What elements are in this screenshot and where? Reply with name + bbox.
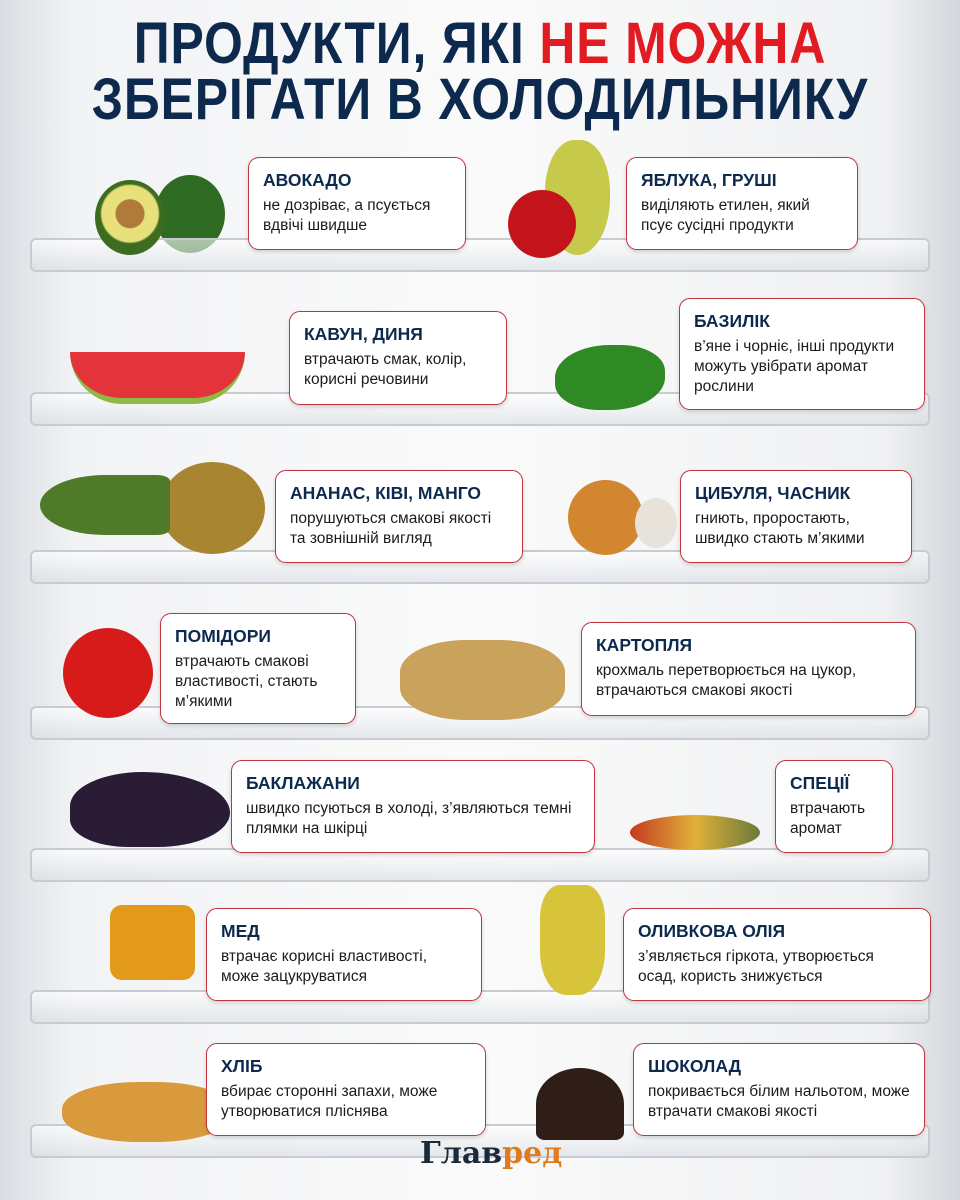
avocado-image	[95, 180, 165, 255]
card-chocolate: ШОКОЛАД покривається білим нальотом, може…	[633, 1043, 925, 1136]
eggplant-image	[70, 772, 230, 847]
card-honey: МЕД втрачає корисні властивості, може зац…	[206, 908, 482, 1001]
card-avocado: АВОКАДО не дозріває, а псується вдвічі шв…	[248, 157, 466, 250]
card-text: не дозріває, а псується вдвічі швидше	[263, 197, 431, 234]
glavred-logo: Главред	[420, 1136, 562, 1171]
card-title: БАКЛАЖАНИ	[246, 773, 360, 793]
card-watermelon-melon: КАВУН, ДИНЯ втрачають смак, колір, корисн…	[289, 311, 507, 405]
shelf	[30, 848, 930, 882]
watermelon-image	[70, 352, 245, 404]
apple-image	[508, 190, 576, 258]
card-title: КАРТОПЛЯ	[596, 635, 693, 655]
card-title: АВОКАДО	[263, 170, 352, 190]
page-title-line-2: ЗБЕРІГАТИ В ХОЛОДИЛЬНИКУ	[91, 67, 869, 132]
honey-jar-image	[110, 905, 195, 980]
card-text: втрачають смакові властивості, стають м’…	[175, 653, 318, 710]
chocolate-cake-image	[536, 1068, 624, 1140]
card-text: в’яне і чорніє, інші продукти можуть уві…	[694, 338, 895, 395]
card-potatoes: КАРТОПЛЯ крохмаль перетворюється на цукор…	[581, 622, 916, 716]
card-title: МЕД	[221, 921, 260, 941]
card-title: ОЛИВКОВА ОЛІЯ	[638, 921, 786, 941]
card-bread: ХЛІБ вбирає сторонні запахи, може утворюв…	[206, 1043, 486, 1136]
onion-image	[568, 480, 643, 555]
card-title: АНАНАС, КІВІ, МАНГО	[290, 483, 482, 503]
page-title-line-1: ПРОДУКТИ, ЯКІ НЕ МОЖНА	[67, 14, 893, 74]
card-text: вбирає сторонні запахи, може утворюватис…	[221, 1083, 438, 1120]
card-text: виділяють етилен, який псує сусідні прод…	[641, 197, 810, 234]
card-title: ЦИБУЛЯ, ЧАСНИК	[695, 483, 851, 503]
basil-image	[555, 345, 665, 410]
logo-part-1: Глав	[420, 1136, 503, 1171]
card-title: ХЛІБ	[221, 1056, 263, 1076]
card-text: порушуються смакові якості та зовнішній …	[290, 510, 492, 547]
tomato-image	[63, 628, 153, 718]
potatoes-image	[400, 640, 565, 720]
card-title: ШОКОЛАД	[648, 1056, 742, 1076]
card-tomatoes: ПОМІДОРИ втрачають смакові властивості, с…	[160, 613, 356, 724]
card-text: швидко псуються в холоді, з’являються те…	[246, 800, 572, 837]
card-title: ЯБЛУКА, ГРУШІ	[641, 170, 777, 190]
card-eggplants: БАКЛАЖАНИ швидко псуються в холоді, з’явл…	[231, 760, 595, 853]
card-title: БАЗИЛІК	[694, 311, 770, 331]
card-olive-oil: ОЛИВКОВА ОЛІЯ з’являється гіркота, утворю…	[623, 908, 931, 1001]
card-apples-pears: ЯБЛУКА, ГРУШІ виділяють етилен, який псує…	[626, 157, 858, 250]
card-onion-garlic: ЦИБУЛЯ, ЧАСНИК гниють, проростають, швидк…	[680, 470, 912, 563]
card-title: ПОМІДОРИ	[175, 626, 271, 646]
title-text: ПРОДУКТИ, ЯКІ	[133, 11, 540, 76]
card-basil: БАЗИЛІК в’яне і чорніє, інші продукти мож…	[679, 298, 925, 410]
pineapple-image	[160, 462, 265, 554]
pineapple-leaves-image	[40, 475, 170, 535]
olive-oil-bottle-image	[540, 885, 605, 995]
card-text: втрачають смак, колір, корисні речовини	[304, 351, 467, 388]
card-spices: СПЕЦІЇ втрачають аромат	[775, 760, 893, 853]
card-text: покривається білим нальотом, може втрача…	[648, 1083, 910, 1120]
card-text: втрачає корисні властивості, може зацукр…	[221, 948, 428, 985]
logo-part-2: ред	[502, 1136, 563, 1171]
card-pineapple-kiwi-mango: АНАНАС, КІВІ, МАНГО порушуються смакові я…	[275, 470, 523, 563]
card-text: гниють, проростають, швидко стають м’яки…	[695, 510, 865, 547]
card-title: КАВУН, ДИНЯ	[304, 324, 423, 344]
card-text: крохмаль перетворюється на цукор, втрача…	[596, 662, 857, 699]
spices-image	[630, 815, 760, 850]
bread-image	[62, 1082, 232, 1142]
title-highlight: НЕ МОЖНА	[539, 11, 827, 76]
card-text: з’являється гіркота, утворюється осад, к…	[638, 948, 874, 985]
card-text: втрачають аромат	[790, 800, 866, 837]
garlic-image	[635, 498, 677, 548]
card-title: СПЕЦІЇ	[790, 773, 850, 793]
